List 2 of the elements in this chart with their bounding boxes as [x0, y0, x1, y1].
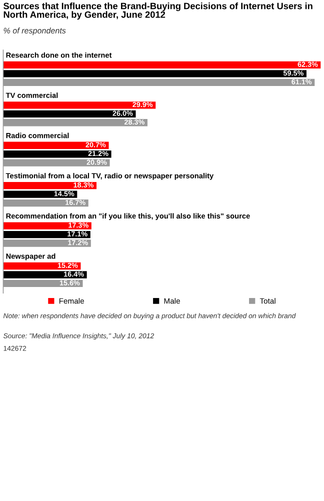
- chart-title: Sources that Influence the Brand-Buying Decisions of Internet Users in North America, by Gender, June 2012: [4, 2, 312, 20]
- chart-subtitle: % of respondents: [4, 28, 66, 36]
